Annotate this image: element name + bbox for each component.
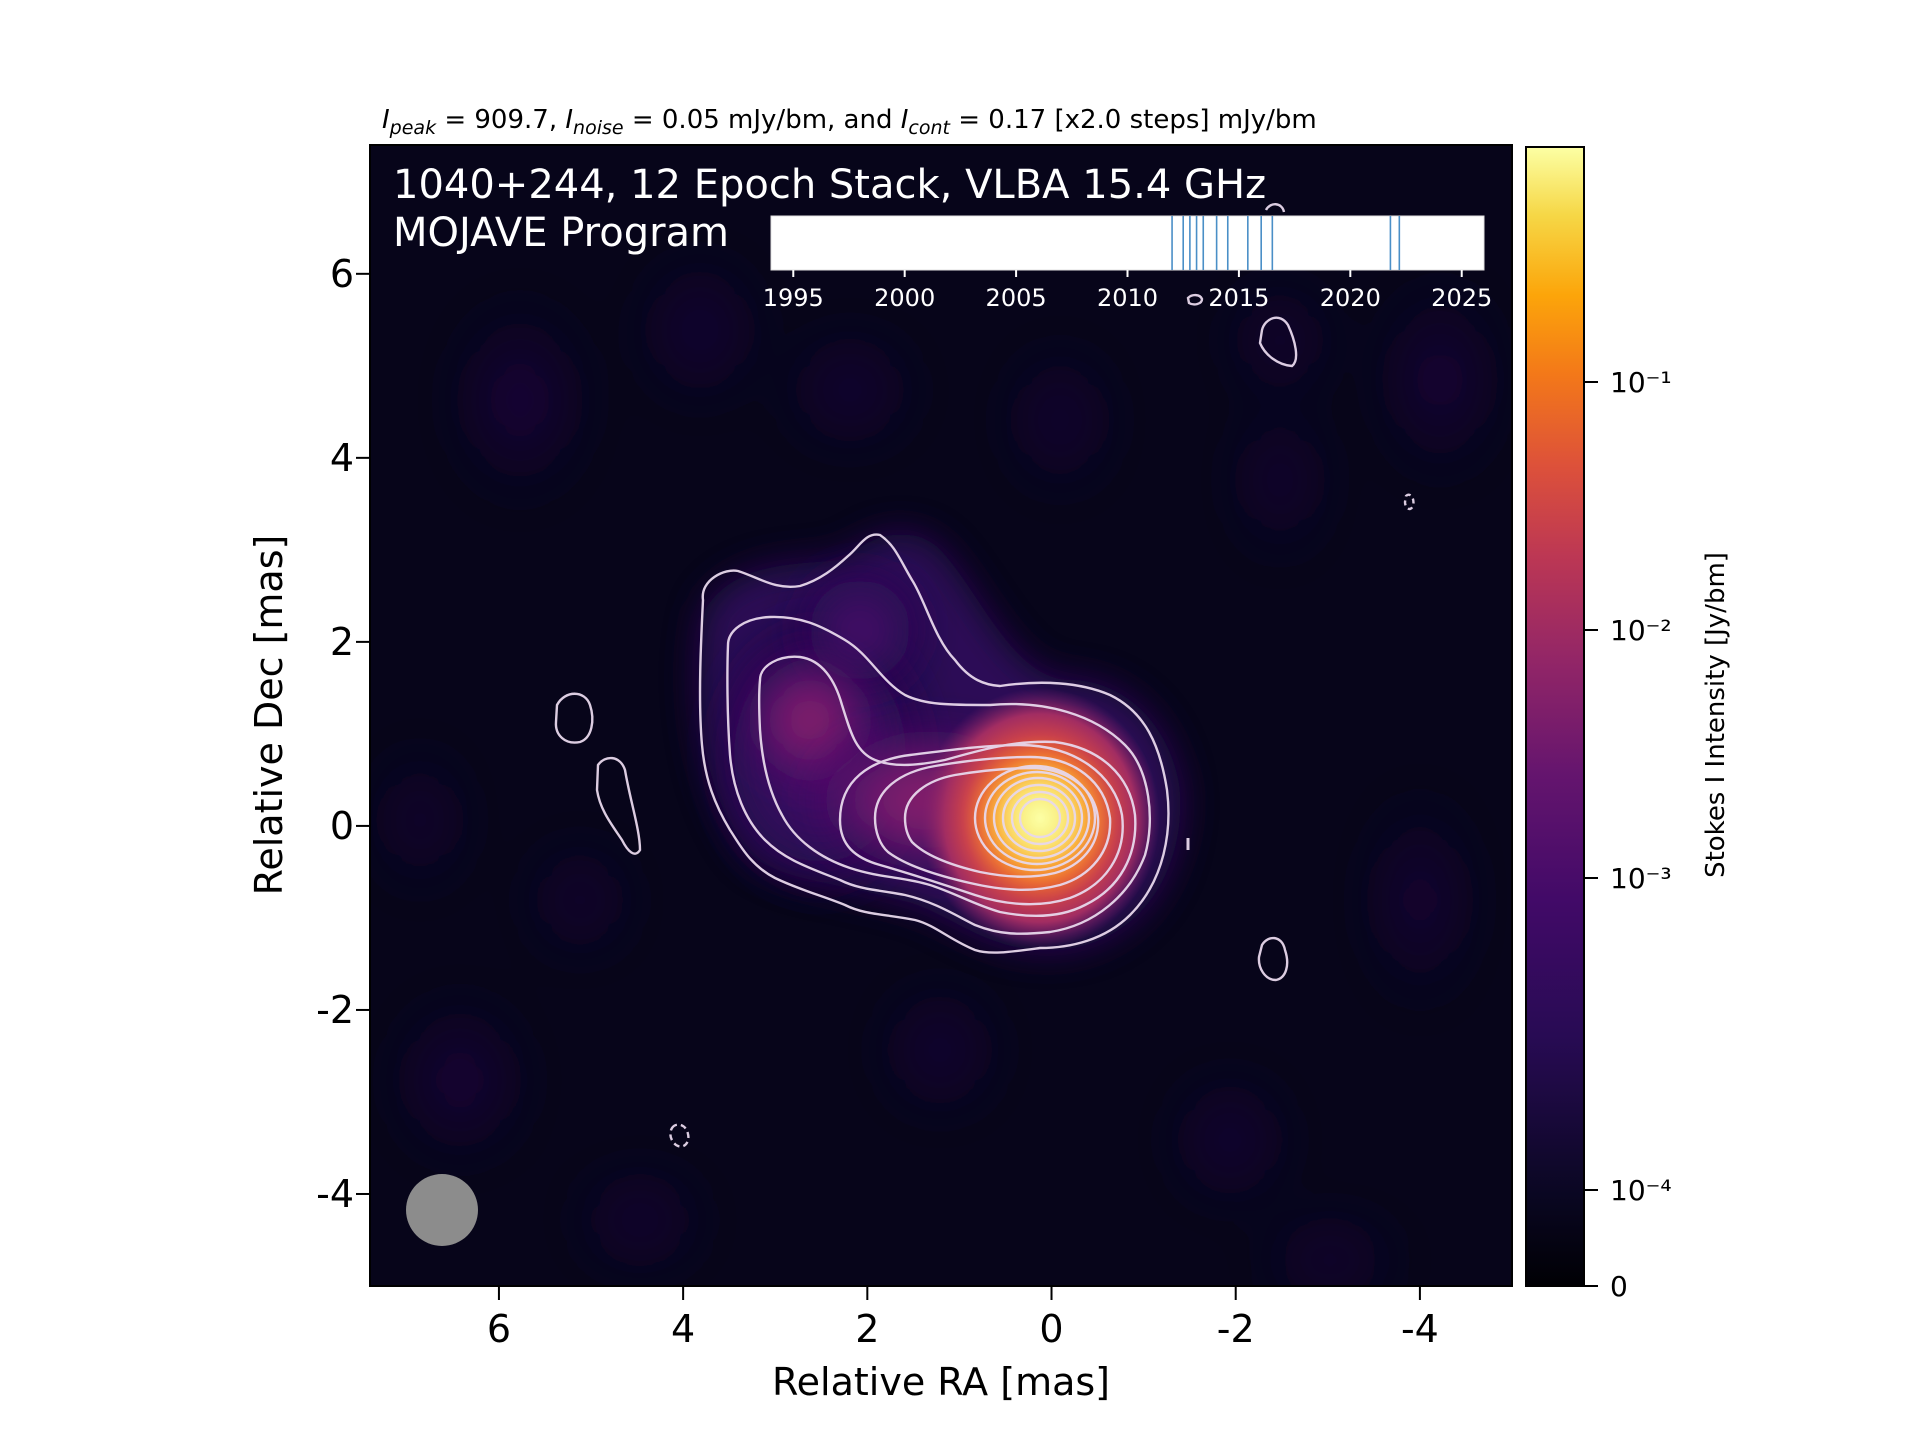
epoch-lines <box>1171 216 1401 270</box>
contour-level-10 <box>1001 783 1077 853</box>
contour-level-6 <box>903 766 1100 878</box>
x-tick-label: 6 <box>487 1307 511 1351</box>
contour-negative-lower <box>669 1123 690 1148</box>
contour-level-2 <box>726 615 1152 935</box>
header-peak-value: = 909.7, <box>436 105 565 135</box>
colorbar-tick-label: 10⁻⁴ <box>1610 1174 1672 1207</box>
contour-level-1 <box>698 533 1170 954</box>
epoch-timeline-box <box>770 215 1485 271</box>
epoch-tick-label: 1995 <box>763 284 824 312</box>
epoch-timeline-ticks: 1995 2000 2005 2010 2015 2020 2025 <box>763 270 1492 312</box>
colorbar-tick-label: 10⁻¹ <box>1610 366 1672 399</box>
contour-level-3 <box>758 655 1137 918</box>
colorbar-tick-label: 0 <box>1610 1270 1628 1303</box>
y-tick-label: 0 <box>330 804 354 848</box>
epoch-tick-label: 2015 <box>1208 284 1269 312</box>
header-symbol-cont: I <box>901 105 909 135</box>
epoch-timeline: 1995 2000 2005 2010 2015 2020 2025 <box>763 215 1492 312</box>
epoch-tick-label: 2005 <box>986 284 1047 312</box>
x-tick-label: 4 <box>671 1307 695 1351</box>
colorbar-gradient <box>1525 146 1585 1287</box>
colorbar-tick-label: 10⁻² <box>1610 614 1672 647</box>
epoch-tick-label: 2025 <box>1431 284 1492 312</box>
header-symbol-noise: I <box>565 105 573 135</box>
header-sub-cont: cont <box>908 117 951 139</box>
contour-level-8 <box>983 770 1091 866</box>
plot-frame <box>369 144 1513 1287</box>
contour-island-top-edge <box>1264 203 1286 213</box>
contour-island-top-small <box>1186 293 1204 306</box>
epoch-tick-label: 2000 <box>874 284 935 312</box>
image-panel <box>370 145 1512 1286</box>
x-tick-label: 2 <box>855 1307 879 1351</box>
x-axis-ticks: 6 4 2 0 -2 -4 <box>487 1286 1439 1351</box>
colorbar-label: Stokes I Intensity [Jy/bm] <box>1701 552 1731 878</box>
contour-level-12 <box>1018 797 1062 839</box>
x-axis-label: Relative RA [mas] <box>772 1360 1110 1404</box>
colorbar-tick-label: 10⁻³ <box>1610 862 1672 895</box>
y-axis-ticks: 6 4 2 0 -2 -4 <box>316 252 370 1216</box>
epoch-tick-label: 2020 <box>1320 284 1381 312</box>
background-noise <box>380 250 1500 1286</box>
epoch-tick-label: 2010 <box>1097 284 1158 312</box>
y-tick-label: 4 <box>330 436 354 480</box>
source-emission <box>698 533 1181 951</box>
intensity-summary-header: Ipeak = 909.7, Inoise = 0.05 mJy/bm, and… <box>382 105 1317 139</box>
contour-level-7 <box>973 764 1097 872</box>
colorbar: 0 10⁻⁴ 10⁻³ 10⁻² 10⁻¹ Stokes I Intensity [Jy… <box>1525 146 1731 1303</box>
y-tick-label: -2 <box>316 988 354 1032</box>
overlay-title-line2: MOJAVE Program <box>393 210 729 256</box>
x-tick-label: -2 <box>1217 1307 1255 1351</box>
contour-level-5 <box>873 755 1112 891</box>
contour-level-9 <box>992 776 1084 860</box>
header-noise-value: = 0.05 mJy/bm, and <box>624 105 901 135</box>
contour-island-left-lower <box>595 756 642 855</box>
contour-island-right <box>1257 936 1289 982</box>
header-sub-peak: peak <box>389 117 437 139</box>
contour-island-left-upper <box>554 692 594 744</box>
header-sub-noise: noise <box>573 117 624 139</box>
overlay-title-line1: 1040+244, 12 Epoch Stack, VLBA 15.4 GHz <box>393 162 1266 208</box>
header-cont-value: = 0.17 [x2.0 steps] mJy/bm <box>950 105 1317 135</box>
beam-ellipse <box>406 1174 478 1246</box>
contour-island-top <box>1258 316 1298 368</box>
contour-level-4 <box>838 743 1124 906</box>
y-tick-label: 6 <box>330 252 354 296</box>
contours <box>554 203 1415 1148</box>
x-tick-label: 0 <box>1039 1307 1063 1351</box>
y-tick-label: 2 <box>330 620 354 664</box>
x-tick-label: -4 <box>1401 1307 1439 1351</box>
y-axis-label: Relative Dec [mas] <box>247 535 291 896</box>
contour-level-11 <box>1010 790 1070 846</box>
colorbar-ticks: 0 10⁻⁴ 10⁻³ 10⁻² 10⁻¹ <box>1584 366 1672 1303</box>
y-tick-label: -4 <box>316 1172 354 1216</box>
contour-negative-right <box>1403 493 1415 511</box>
header-symbol-peak: I <box>382 105 390 135</box>
